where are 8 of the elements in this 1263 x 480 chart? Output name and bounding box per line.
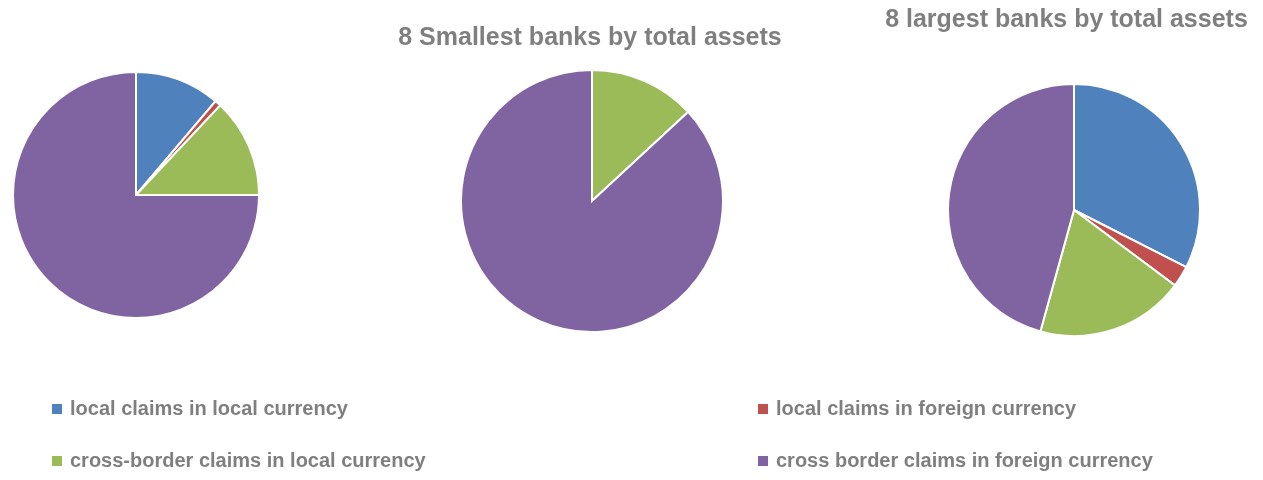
legend-label: cross border claims in foreign currency [776,449,1153,472]
legend-label: local claims in local currency [70,397,348,420]
chart-title: 8 Smallest banks by total assets [397,22,783,51]
pie-slice [460,69,724,333]
legend-label: local claims in foreign currency [776,397,1077,420]
pie-slice [12,71,260,319]
legend-label: cross-border claims in local currency [70,449,426,472]
chart-title: 8 largest banks by total assets [884,4,1249,33]
